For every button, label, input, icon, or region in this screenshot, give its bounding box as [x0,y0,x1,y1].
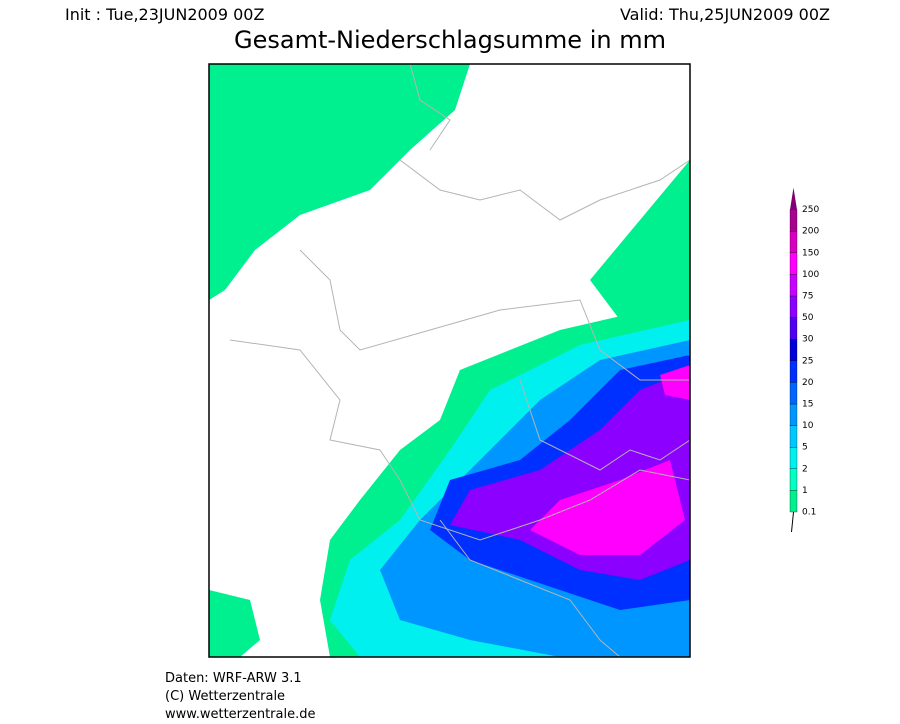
colorbar-label: 25 [802,356,813,366]
colorbar-band [789,317,798,340]
colorbar-band [789,468,798,491]
colorbar-band [789,490,798,513]
colorbar-label: 75 [802,292,813,302]
colorbar-band [789,360,798,383]
footer-line: www.wetterzentrale.de [165,707,315,720]
map [208,63,691,658]
colorbar-label: 200 [802,227,819,237]
colorbar-band [789,447,798,469]
colorbar-band [789,231,798,253]
colorbar-label: 0.1 [802,508,816,518]
colorbar-label: 2 [802,464,808,474]
colorbar-band [789,274,798,297]
colorbar-label: 150 [802,248,819,258]
precip-east [590,160,690,330]
colorbar-label: 5 [802,443,808,453]
colorbar-label: 30 [802,335,814,345]
colorbar-label: 20 [802,378,814,388]
colorbar-label: 50 [802,313,814,323]
colorbar-band [789,382,798,405]
colorbar-label: 100 [802,270,819,280]
colorbar-label: 15 [802,400,813,410]
init-time: Init : Tue,23JUN2009 00Z [65,5,264,24]
colorbar-label: 1 [802,486,808,496]
colorbar-band [789,209,798,232]
precip-100b [660,365,690,400]
borders [229,64,690,657]
colorbar-band [789,252,798,275]
colorbar-label: 250 [802,205,819,215]
sea-north [209,64,470,300]
colorbar-bottom [791,511,794,533]
footer-line: Daten: WRF-ARW 3.1 [165,671,302,686]
colorbar-label: 10 [802,421,814,431]
colorbar-band [789,425,798,448]
colorbar-top [790,187,797,210]
map-title: Gesamt-Niederschlagsumme in mm [234,26,666,54]
footer-line: (C) Wetterzentrale [165,689,285,704]
sea-west [209,590,260,657]
precip-100 [530,460,685,555]
map-frame [208,63,691,658]
colorbar-band [789,403,798,426]
valid-time: Valid: Thu,25JUN2009 00Z [620,5,830,24]
colorbar-band [789,339,798,361]
colorbar-band [789,295,798,318]
